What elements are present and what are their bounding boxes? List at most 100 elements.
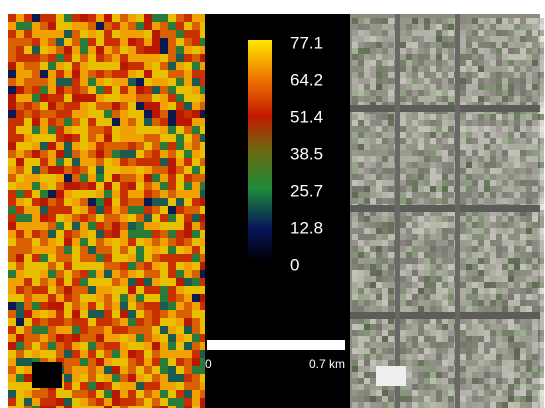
heat-cell [32,334,40,342]
aerial-patch [388,354,394,360]
aerial-patch [370,72,376,78]
aerial-patch [364,378,370,384]
heat-cell [72,198,80,206]
aerial-patch [514,96,520,102]
aerial-patch [466,342,472,348]
heat-cell [112,318,120,326]
aerial-patch [448,396,454,402]
aerial-patch [484,264,490,270]
heat-cell [112,46,120,54]
heat-cell [88,142,96,150]
heat-cell [192,54,200,62]
aerial-patch [370,84,376,90]
aerial-patch [514,306,520,312]
aerial-patch [436,186,442,192]
aerial-patch [508,240,514,246]
aerial-patch [376,252,382,258]
aerial-patch [526,270,532,276]
aerial-patch [358,198,364,204]
aerial-patch [502,240,508,246]
aerial-patch [388,228,394,234]
aerial-patch [442,360,448,366]
heat-cell [32,362,62,388]
aerial-patch [472,96,478,102]
heat-cell [40,350,48,358]
aerial-patch [502,24,508,30]
heat-cell [144,366,152,374]
aerial-patch [460,42,466,48]
heat-cell [72,94,80,102]
heat-cell [104,214,112,222]
heat-cell [96,206,104,214]
heat-cell [32,278,40,286]
aerial-patch [448,354,454,360]
heat-cell [168,318,176,326]
aerial-patch [478,84,484,90]
aerial-patch [352,360,358,366]
heat-cell [88,174,96,182]
heat-cell [56,70,64,78]
heat-cell [200,254,205,262]
heat-cell [80,190,88,198]
aerial-patch [466,120,472,126]
aerial-patch [538,330,544,336]
aerial-patch [364,288,370,294]
heat-cell [56,38,64,46]
heat-cell [48,110,56,118]
heat-cell [160,262,168,270]
heat-cell [152,46,160,54]
heat-cell [200,302,205,310]
aerial-patch [460,246,466,252]
heat-cell [80,326,88,334]
heat-cell [184,150,192,158]
heat-cell [144,110,152,118]
aerial-patch [532,24,538,30]
aerial-patch [442,150,448,156]
heat-cell [96,62,104,70]
aerial-patch [400,66,406,72]
aerial-patch [472,90,478,96]
aerial-patch [490,162,496,168]
aerial-patch [442,264,448,270]
aerial-patch [430,60,436,66]
aerial-patch [496,192,502,198]
heat-cell [24,142,32,150]
heat-cell [56,254,64,262]
heat-cell [8,190,16,198]
aerial-patch [400,360,406,366]
aerial-patch [526,288,532,294]
heat-cell [72,382,80,390]
aerial-patch [412,36,418,42]
heat-cell [144,174,152,182]
aerial-patch [538,180,544,186]
aerial-patch [424,306,430,312]
aerial-patch [358,54,364,60]
aerial-patch [496,300,502,306]
aerial-patch [430,366,436,372]
heat-cell [160,14,168,22]
heat-cell [128,70,136,78]
heat-cell [136,286,144,294]
aerial-patch [466,222,472,228]
aerial-patch [496,84,502,90]
aerial-patch [442,228,448,234]
heat-cell [120,38,128,46]
heat-cell [120,334,128,342]
aerial-patch [490,84,496,90]
colorbar-label: 64.2 [290,71,323,90]
heat-cell [112,222,120,230]
aerial-patch [508,126,514,132]
heat-cell [72,54,80,62]
heat-cell [40,182,48,190]
aerial-patch [442,354,448,360]
aerial-patch [496,18,502,24]
heat-cell [40,294,48,302]
heat-cell [184,262,192,270]
heat-cell [152,70,160,78]
aerial-patch [424,378,430,384]
aerial-patch [442,342,448,348]
aerial-patch [418,192,424,198]
aerial-patch [478,330,484,336]
aerial-patch [400,402,406,408]
heat-cell [120,262,128,270]
